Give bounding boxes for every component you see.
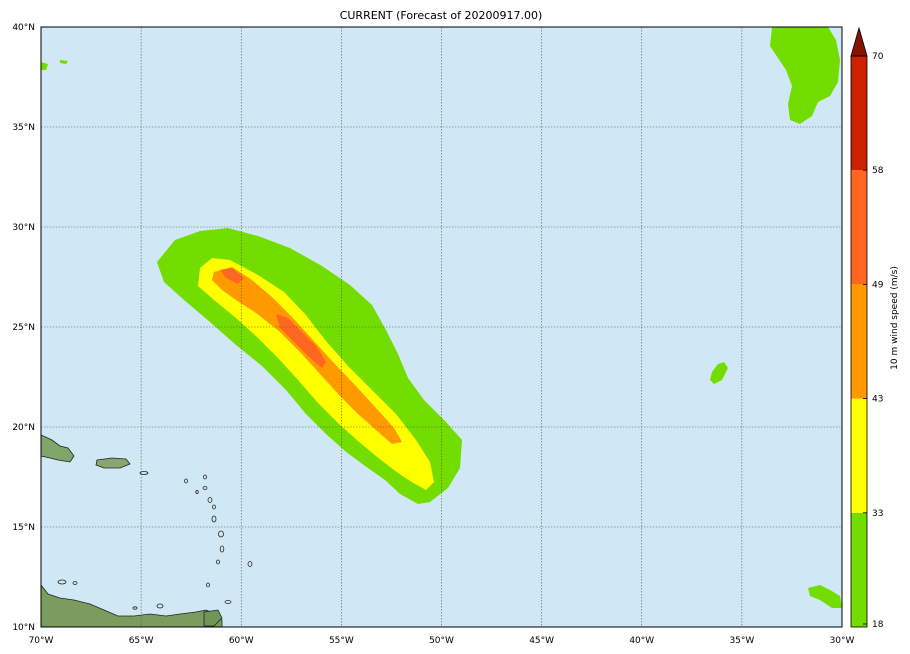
- island: [203, 474, 207, 480]
- lat-tick-label: 15°N: [12, 523, 35, 533]
- contour-43: [212, 267, 402, 444]
- island: [219, 545, 225, 553]
- lon-tick-label: 35°W: [729, 636, 754, 646]
- colorbar-tick-label: 18: [872, 620, 884, 630]
- colorbar-tick-label: 33: [872, 509, 883, 519]
- contour-49: [276, 314, 326, 368]
- plot-title: CURRENT (Forecast of 20200917.00): [340, 9, 543, 22]
- island: [132, 606, 138, 610]
- lat-tick-labels: 40°N 35°N 30°N 25°N 20°N 15°N 10°N: [12, 23, 35, 633]
- contour-18-small-patch: [710, 362, 728, 384]
- contour-33: [198, 258, 434, 490]
- lon-tick-label: 45°W: [529, 636, 554, 646]
- contour-49b: [220, 268, 244, 284]
- land-south-america: [40, 583, 223, 628]
- island: [207, 497, 213, 503]
- colorbar-segment: [851, 170, 867, 285]
- island: [195, 489, 199, 494]
- lon-tick-label: 55°W: [329, 636, 354, 646]
- colorbar-tick-label: 70: [872, 52, 884, 62]
- colorbar-tick-label: 58: [872, 166, 884, 176]
- island: [206, 582, 210, 588]
- graticule: [41, 27, 842, 627]
- lat-tick-label: 10°N: [12, 623, 35, 633]
- contour-18-west-edge: [60, 60, 68, 64]
- lat-tick-label: 40°N: [12, 23, 35, 33]
- map-frame: [40, 26, 843, 628]
- contour-18-lower-right: [808, 585, 842, 608]
- lat-tick-label: 25°N: [12, 323, 35, 333]
- lon-tick-label: 60°W: [229, 636, 254, 646]
- island: [211, 515, 217, 523]
- colorbar-segment: [851, 398, 867, 513]
- land-hispaniola: [40, 434, 75, 463]
- lon-tick-label: 65°W: [129, 636, 154, 646]
- island: [247, 561, 253, 567]
- colorbar-label: 10 m wind speed (m/s): [890, 266, 900, 370]
- contour-18-azores-region: [770, 27, 840, 124]
- lon-tick-label: 70°W: [29, 636, 54, 646]
- island: [184, 478, 188, 484]
- island: [218, 530, 224, 538]
- wind-swath-hurricane: [157, 228, 462, 504]
- land-trinidad: [203, 609, 223, 627]
- lat-tick-label: 20°N: [12, 423, 35, 433]
- land-masses: [40, 62, 223, 628]
- island: [72, 581, 78, 585]
- wind-other-features: [60, 27, 842, 608]
- colorbar-segment: [851, 284, 867, 399]
- island: [212, 504, 216, 510]
- island: [224, 600, 232, 604]
- island: [57, 579, 67, 585]
- lon-tick-labels: 70°W 65°W 60°W 55°W 50°W 45°W 40°W 35°W 30°W: [29, 636, 855, 646]
- colorbar: 18 33 43 49 58 70: [850, 26, 884, 630]
- lon-tick-label: 40°W: [629, 636, 654, 646]
- lat-tick-label: 35°N: [12, 123, 35, 133]
- island: [202, 486, 208, 490]
- map-panel: [40, 26, 843, 628]
- colorbar-segment: [851, 56, 867, 171]
- land-puerto-rico: [95, 457, 131, 469]
- island: [156, 603, 164, 609]
- island: [139, 471, 149, 475]
- colorbar-outline: [850, 55, 868, 628]
- island: [216, 559, 220, 565]
- lat-tick-label: 30°N: [12, 223, 35, 233]
- colorbar-tick-label: 49: [872, 280, 884, 290]
- lon-tick-label: 30°W: [830, 636, 855, 646]
- colorbar-segment: [851, 512, 867, 627]
- colorbar-tick-label: 43: [872, 395, 883, 405]
- land-florida-tip: [41, 62, 48, 70]
- colorbar-extend-arrow: [850, 26, 868, 57]
- lon-tick-label: 50°W: [429, 636, 454, 646]
